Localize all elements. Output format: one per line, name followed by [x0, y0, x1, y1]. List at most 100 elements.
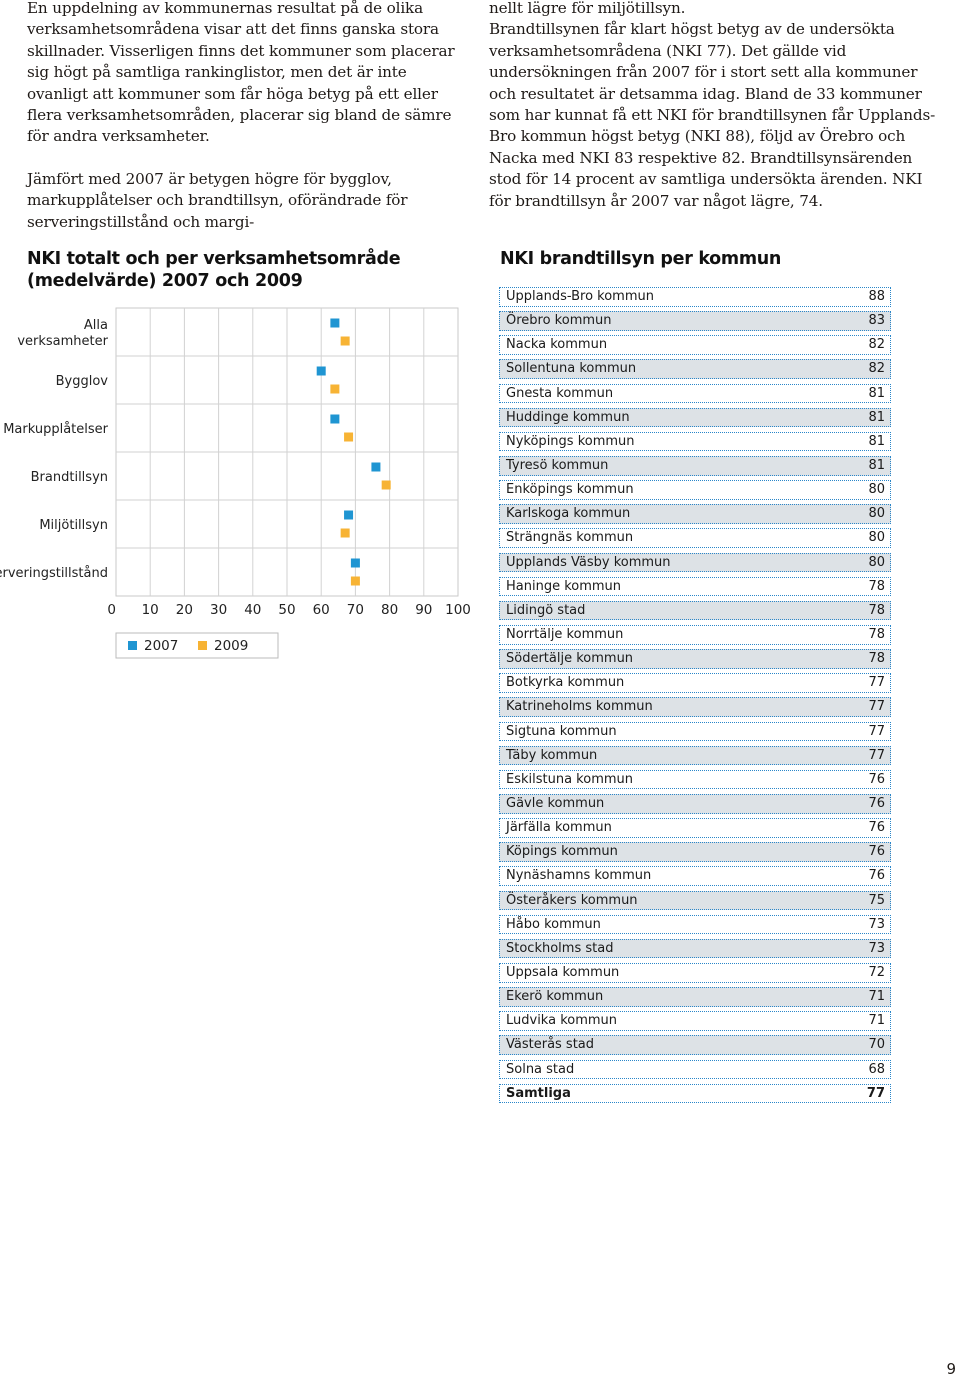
table-row: Haninge kommun 78	[499, 576, 891, 597]
table-title: NKI brandtillsyn per kommun	[500, 249, 782, 269]
table-row: Örebro kommun 83	[499, 311, 891, 331]
table-row: Ekerö kommun 71	[499, 987, 891, 1007]
municipality-name: Uppsala kommun	[506, 964, 620, 980]
tick-label: 20	[176, 602, 193, 618]
table-row: Nyköpings kommun 81	[499, 431, 891, 452]
legend-box	[115, 632, 279, 659]
data-point-2007	[371, 462, 381, 472]
municipality-name: Stockholms stad	[506, 940, 614, 956]
municipality-name: Nynäshamns kommun	[506, 868, 652, 884]
nki-value: 77	[868, 723, 885, 739]
table-row: Södertälje kommun 78	[499, 649, 891, 669]
tick-label: 90	[415, 602, 432, 618]
nki-value: 77	[868, 675, 885, 691]
nki-value: 71	[868, 1013, 885, 1029]
tick-label: 60	[313, 602, 330, 618]
tick-label: 100	[445, 602, 471, 618]
nki-value: 82	[868, 337, 885, 353]
municipality-name: Håbo kommun	[506, 916, 601, 932]
nki-value: 68	[868, 1061, 885, 1077]
total-value: 77	[866, 1085, 885, 1101]
nki-value: 88	[868, 289, 885, 304]
nki-value: 80	[868, 554, 885, 570]
municipality-name: Haninge kommun	[506, 578, 622, 594]
municipality-name: Botkyrka kommun	[506, 675, 625, 691]
paragraph: Brandtillsynen får klart högst betyg av …	[489, 20, 936, 210]
municipality-name: Eskilstuna kommun	[506, 771, 634, 787]
municipality-name: Lidingö stad	[506, 602, 586, 618]
table-total-row: Samtliga 77	[499, 1083, 891, 1104]
municipality-name: Österåkers kommun	[506, 892, 638, 908]
nki-value: 81	[868, 409, 885, 425]
municipality-name: Katrineholms kommun	[506, 699, 653, 715]
municipality-name: Köpings kommun	[506, 844, 618, 860]
category-label: Markupplåtelser	[3, 422, 108, 437]
data-point-2009	[344, 432, 354, 442]
municipality-name: Strängnäs kommun	[506, 530, 634, 546]
table-row: Botkyrka kommun 77	[499, 673, 891, 693]
table-row: Sollentuna kommun 82	[499, 359, 891, 380]
data-point-2009	[340, 336, 350, 346]
legend-label: 2009	[214, 638, 248, 654]
municipality-name: Upplands-Bro kommun	[506, 289, 654, 304]
nki-table: Upplands-Bro kommun 88 Örebro kommun 83 Nack…	[499, 287, 891, 1108]
nki-value: 76	[868, 820, 885, 836]
table-row: Täby kommun 77	[499, 745, 891, 766]
tick-label: 40	[244, 602, 261, 618]
chart-title: NKI totalt och per verksamhetsområde (me…	[27, 249, 401, 291]
left-text-column: En uppdelning av kommunernas resultat på…	[27, 0, 467, 254]
tick-label: 0	[107, 602, 116, 618]
data-point-2007	[344, 510, 354, 520]
nki-value: 81	[868, 457, 885, 473]
table-row: Österåkers kommun 75	[499, 890, 891, 911]
municipality-name: Solna stad	[506, 1061, 575, 1077]
municipality-name: Västerås stad	[506, 1037, 595, 1053]
paragraph: Jämfört med 2007 är betygen högre för by…	[27, 169, 408, 231]
table-row: Ludvika kommun 71	[499, 1011, 891, 1031]
category-label: verksamheter	[17, 334, 108, 349]
table-row: Uppsala kommun 72	[499, 962, 891, 983]
table-row: Enköpings kommun 80	[499, 480, 891, 500]
municipality-name: Gävle kommun	[506, 795, 605, 811]
tick-label: 70	[347, 602, 364, 618]
nki-value: 83	[868, 313, 885, 329]
municipality-name: Upplands Väsby kommun	[506, 554, 671, 570]
tick-label: 80	[381, 602, 398, 618]
nki-value: 80	[868, 506, 885, 522]
municipality-name: Enköpings kommun	[506, 482, 634, 498]
data-point-2009	[381, 480, 391, 490]
table-row: Karlskoga kommun 80	[499, 504, 891, 524]
category-label: Brandtillsyn	[31, 470, 108, 485]
category-label: Bygglov	[56, 374, 109, 389]
municipality-name: Nyköpings kommun	[506, 433, 635, 449]
category-label: Alla	[84, 318, 108, 333]
municipality-name: Järfälla kommun	[506, 820, 612, 836]
nki-value: 77	[868, 699, 885, 715]
nki-value: 70	[868, 1037, 885, 1053]
table-row: Sigtuna kommun 77	[499, 721, 891, 742]
nki-value: 71	[868, 989, 885, 1005]
table-row: Stockholms stad 73	[499, 938, 891, 959]
municipality-name: Karlskoga kommun	[506, 506, 631, 522]
table-row: Köpings kommun 76	[499, 842, 891, 862]
table-row: Gnesta kommun 81	[499, 383, 891, 404]
nki-value: 78	[868, 602, 885, 618]
category-label: Serveringstillstånd	[0, 566, 108, 581]
table-row: Västerås stad 70	[499, 1035, 891, 1055]
table-row: Tyresö kommun 81	[499, 455, 891, 476]
nki-value: 76	[868, 868, 885, 884]
nki-value: 76	[868, 795, 885, 811]
data-point-2009	[330, 384, 340, 394]
data-point-2009	[350, 576, 360, 586]
nki-value: 73	[868, 916, 885, 932]
municipality-name: Södertälje kommun	[506, 651, 634, 667]
table-row: Norrtälje kommun 78	[499, 624, 891, 645]
legend-swatch	[198, 641, 207, 650]
municipality-name: Ludvika kommun	[506, 1013, 618, 1029]
municipality-name: Huddinge kommun	[506, 409, 630, 425]
municipality-name: Ekerö kommun	[506, 989, 604, 1005]
nki-value: 82	[868, 361, 885, 377]
table-row: Upplands-Bro kommun 88	[499, 287, 891, 307]
nki-value: 78	[868, 651, 885, 667]
municipality-name: Tyresö kommun	[506, 457, 609, 473]
